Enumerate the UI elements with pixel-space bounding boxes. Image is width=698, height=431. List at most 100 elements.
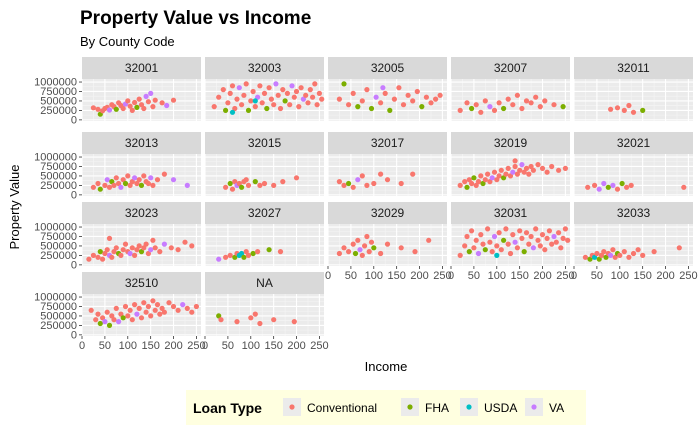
legend-title: Loan Type: [193, 400, 262, 416]
data-point: [410, 98, 416, 104]
data-point: [549, 241, 555, 247]
facet-panel: NA 0 50 100 150 200 250: [202, 272, 329, 352]
data-point: [284, 90, 290, 96]
y-tick-label: 0: [71, 259, 77, 271]
data-point: [553, 239, 559, 245]
data-point: [491, 107, 498, 113]
facet-strip: [451, 132, 570, 154]
data-point: [125, 98, 131, 104]
data-point: [245, 182, 252, 188]
data-point: [519, 235, 525, 241]
data-point: [419, 104, 425, 110]
data-point: [120, 315, 126, 321]
legend-entry: VA: [525, 398, 564, 416]
data-point: [93, 317, 99, 323]
data-point: [132, 302, 138, 308]
data-point: [601, 249, 607, 255]
chart-subtitle: By County Code: [80, 34, 175, 49]
x-tick-label: 50: [345, 270, 357, 282]
data-point: [113, 305, 119, 311]
data-point: [526, 171, 532, 177]
facet-strip-label: 32003: [248, 61, 282, 75]
data-point: [462, 243, 468, 249]
facet-strip-label: 32033: [617, 206, 651, 220]
data-point: [478, 232, 484, 238]
data-point: [259, 100, 265, 106]
data-point: [368, 105, 375, 112]
data-point: [175, 307, 181, 313]
data-point: [596, 186, 602, 192]
data-point: [150, 237, 156, 243]
data-point: [596, 256, 602, 262]
data-point: [556, 167, 562, 173]
legend-label: FHA: [425, 401, 449, 415]
data-point: [350, 184, 356, 190]
data-point: [227, 180, 233, 187]
data-point: [134, 180, 140, 187]
data-point: [530, 167, 537, 173]
data-point: [521, 169, 527, 175]
data-point: [510, 102, 516, 108]
data-point: [159, 100, 165, 106]
x-tick-label: 200: [164, 340, 182, 352]
x-tick-label: 250: [187, 340, 205, 352]
data-point: [482, 177, 488, 183]
data-point: [428, 100, 434, 106]
data-point: [141, 300, 147, 306]
facet-strip-label: 32011: [617, 61, 650, 75]
chart-title: Property Value vs Income: [80, 8, 311, 29]
data-point: [517, 167, 523, 173]
data-point: [118, 252, 124, 258]
data-point: [437, 92, 443, 98]
data-point: [517, 228, 523, 234]
data-point: [528, 163, 534, 170]
data-point: [562, 226, 569, 232]
data-point: [366, 249, 372, 255]
data-point: [250, 88, 256, 95]
data-point: [282, 98, 288, 104]
data-point: [523, 230, 530, 236]
data-point: [410, 171, 416, 177]
y-tick-label: 1000000: [34, 292, 77, 304]
data-point: [316, 90, 322, 96]
data-point: [312, 81, 318, 87]
y-tick-label: 250000: [40, 105, 77, 117]
facet-panel: 32033 0 50 100 150 200 250: [571, 202, 698, 282]
data-point: [336, 179, 342, 185]
data-point: [102, 250, 108, 257]
data-point: [505, 96, 511, 102]
data-point: [359, 252, 365, 258]
x-tick-label: 50: [468, 270, 480, 282]
data-point: [535, 237, 541, 243]
data-point: [159, 305, 165, 311]
data-point: [109, 313, 115, 319]
data-point: [120, 247, 126, 253]
data-point: [466, 177, 472, 183]
data-point: [248, 315, 254, 321]
facet-panel: 32007: [450, 57, 570, 121]
data-point: [111, 317, 117, 323]
data-point: [127, 182, 133, 188]
data-point: [113, 106, 119, 112]
data-point: [630, 109, 637, 115]
x-tick-label: 0: [571, 270, 577, 282]
data-point: [88, 307, 94, 313]
x-tick-label: 50: [222, 340, 234, 352]
data-point: [157, 249, 163, 255]
data-point: [469, 105, 475, 112]
data-point: [161, 171, 167, 177]
facet-strip: [328, 57, 447, 79]
data-point: [533, 94, 539, 100]
data-point: [585, 184, 591, 190]
legend-label: Conventional: [307, 401, 377, 415]
data-point: [512, 239, 518, 245]
data-point: [530, 245, 537, 251]
data-point: [150, 298, 156, 304]
data-point: [364, 233, 370, 240]
data-point: [161, 309, 167, 315]
data-point: [626, 254, 632, 260]
data-point: [122, 241, 129, 247]
x-axis-title: Income: [365, 359, 408, 374]
data-point: [216, 313, 222, 319]
